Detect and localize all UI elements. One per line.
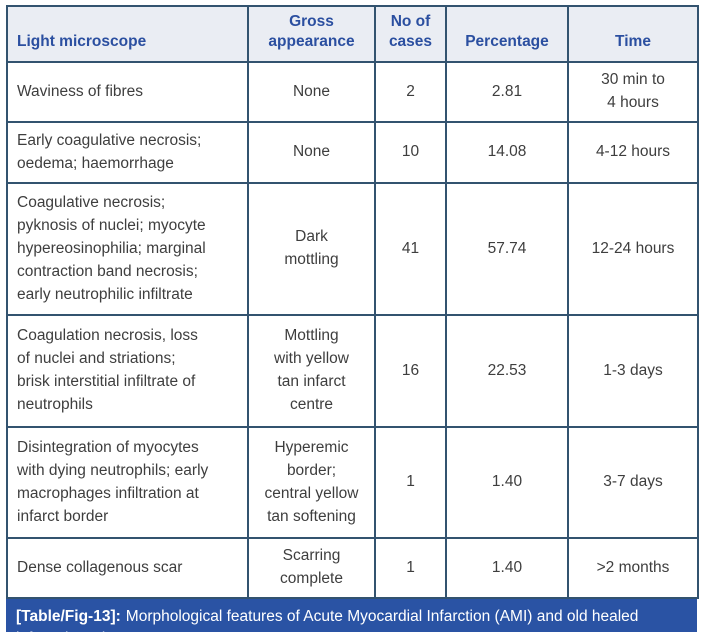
- header-row: Light microscope Gross appearance No of …: [6, 4, 699, 64]
- cell-gross-appearance: None: [247, 61, 376, 124]
- cell-light-microscope: Dense collagenous scar: [6, 537, 249, 600]
- cell-light-microscope: Disintegration of myocytes with dying ne…: [6, 426, 249, 540]
- cell-no-of-cases: 10: [374, 121, 447, 185]
- cell-gross-appearance: None: [247, 121, 376, 185]
- table-row: Coagulation necrosis, loss of nuclei and…: [6, 314, 699, 429]
- table-row: Coagulative necrosis; pyknosis of nuclei…: [6, 182, 699, 317]
- cell-light-microscope: Waviness of fibres: [6, 61, 249, 124]
- cell-percentage: 14.08: [445, 121, 569, 185]
- table-caption: [Table/Fig-13]: Morphological features of…: [6, 599, 697, 632]
- cell-light-microscope: Coagulative necrosis; pyknosis of nuclei…: [6, 182, 249, 317]
- cell-time: >2 months: [567, 537, 699, 600]
- column-header-time: Time: [567, 4, 699, 64]
- cell-percentage: 1.40: [445, 537, 569, 600]
- cell-time: 30 min to 4 hours: [567, 61, 699, 124]
- cell-no-of-cases: 16: [374, 314, 447, 429]
- cell-no-of-cases: 2: [374, 61, 447, 124]
- column-header-percentage: Percentage: [445, 4, 569, 64]
- column-header-light-microscope: Light microscope: [6, 4, 249, 64]
- column-header-gross-appearance: Gross appearance: [247, 4, 376, 64]
- cell-time: 4-12 hours: [567, 121, 699, 185]
- cell-time: 12-24 hours: [567, 182, 699, 317]
- cell-no-of-cases: 41: [374, 182, 447, 317]
- cell-percentage: 22.53: [445, 314, 569, 429]
- cell-no-of-cases: 1: [374, 537, 447, 600]
- column-header-no-of-cases: No of cases: [374, 4, 447, 64]
- cell-percentage: 1.40: [445, 426, 569, 540]
- cell-light-microscope: Early coagulative necrosis; oedema; haem…: [6, 121, 249, 185]
- cell-time: 3-7 days: [567, 426, 699, 540]
- table-row: Dense collagenous scar Scarring complete…: [6, 537, 699, 600]
- table-row: Disintegration of myocytes with dying ne…: [6, 426, 699, 540]
- cell-no-of-cases: 1: [374, 426, 447, 540]
- cell-gross-appearance: Mottling with yellow tan infarct centre: [247, 314, 376, 429]
- cell-time: 1-3 days: [567, 314, 699, 429]
- cell-gross-appearance: Scarring complete: [247, 537, 376, 600]
- ami-morphology-table: Light microscope Gross appearance No of …: [6, 4, 699, 600]
- cell-percentage: 57.74: [445, 182, 569, 317]
- table-row: Waviness of fibres None 2 2.81 30 min to…: [6, 61, 699, 124]
- cell-light-microscope: Coagulation necrosis, loss of nuclei and…: [6, 314, 249, 429]
- caption-label: [Table/Fig-13]:: [16, 608, 121, 626]
- cell-gross-appearance: Hyperemic border; central yellow tan sof…: [247, 426, 376, 540]
- cell-gross-appearance: Dark mottling: [247, 182, 376, 317]
- table-row: Early coagulative necrosis; oedema; haem…: [6, 121, 699, 185]
- caption-text: Morphological features of Acute Myocardi…: [16, 608, 639, 632]
- cell-percentage: 2.81: [445, 61, 569, 124]
